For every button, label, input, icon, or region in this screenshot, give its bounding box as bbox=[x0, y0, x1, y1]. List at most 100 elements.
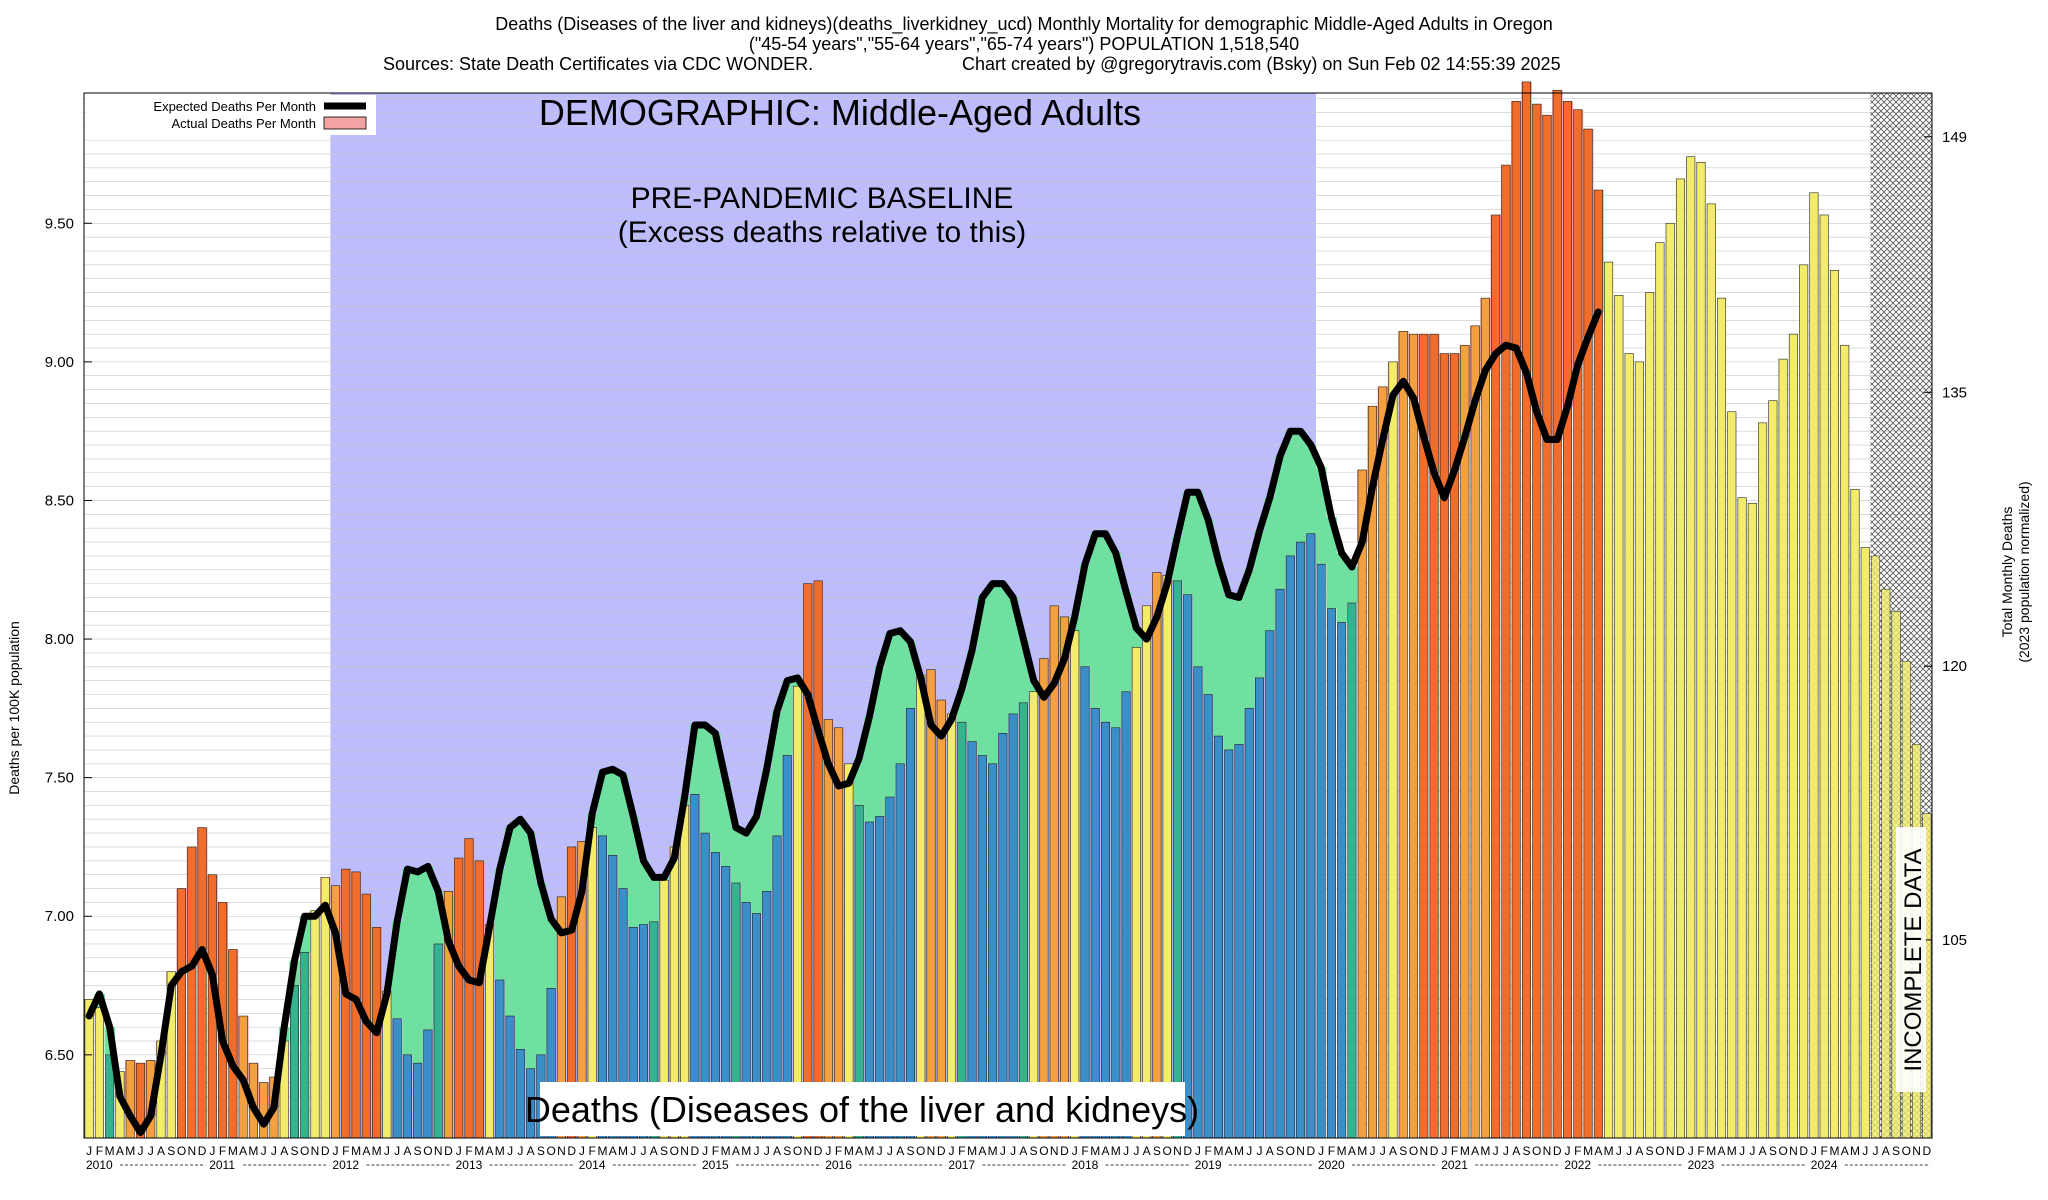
actual-bar bbox=[782, 755, 792, 1139]
x-month-label: J bbox=[517, 1144, 523, 1158]
x-month-label: S bbox=[1522, 1144, 1530, 1158]
deficit-fill bbox=[402, 869, 413, 1055]
x-month-label: J bbox=[887, 1144, 893, 1158]
x-month-label: O bbox=[300, 1144, 309, 1158]
x-month-label: O bbox=[1778, 1144, 1787, 1158]
deficit-fill bbox=[597, 772, 608, 836]
x-year-label: 2019 bbox=[1195, 1158, 1222, 1172]
x-month-label: M bbox=[1583, 1144, 1593, 1158]
deficit-fill bbox=[1182, 492, 1194, 595]
x-month-label: M bbox=[248, 1144, 258, 1158]
x-month-label: O bbox=[1286, 1144, 1295, 1158]
x-month-label: F bbox=[1205, 1144, 1212, 1158]
deficit-fill bbox=[607, 769, 619, 856]
x-month-label: J bbox=[1749, 1144, 1755, 1158]
actual-bar bbox=[1142, 605, 1152, 1139]
x-month-label: S bbox=[906, 1144, 914, 1158]
actual-bar bbox=[1727, 411, 1737, 1139]
x-month-label: S bbox=[1399, 1144, 1407, 1158]
chart-title-block: Deaths (Diseases of the liver and kidney… bbox=[0, 14, 2048, 74]
x-month-label: M bbox=[1480, 1144, 1490, 1158]
y-tick-label: 8.00 bbox=[45, 631, 74, 648]
actual-bar bbox=[1511, 101, 1521, 1139]
x-month-label: A bbox=[773, 1144, 781, 1158]
actual-bar bbox=[1542, 114, 1552, 1139]
y-axis-right: 105 120 135 149 bbox=[1924, 129, 1967, 949]
actual-bar bbox=[1388, 361, 1398, 1139]
x-month-label: M bbox=[474, 1144, 484, 1158]
actual-bar bbox=[1645, 292, 1655, 1139]
actual-bar bbox=[197, 827, 207, 1139]
actual-bar bbox=[1604, 261, 1614, 1139]
x-year-label: 2024 bbox=[1811, 1158, 1838, 1172]
y-tick-label: 9.00 bbox=[45, 354, 74, 371]
actual-bar bbox=[1255, 677, 1265, 1139]
x-month-label: A bbox=[1019, 1144, 1027, 1158]
x-month-label: J bbox=[86, 1144, 92, 1158]
actual-bar bbox=[926, 669, 936, 1139]
actual-bar bbox=[803, 583, 813, 1139]
x-month-label: J bbox=[1626, 1144, 1632, 1158]
x-month-label: D bbox=[567, 1144, 576, 1158]
deficit-fill bbox=[689, 724, 701, 795]
x-year-label: 2023 bbox=[1688, 1158, 1715, 1172]
sources-text: Sources: State Death Certificates via CD… bbox=[383, 54, 814, 74]
y-tick-label: 7.50 bbox=[45, 770, 74, 787]
baseline-label-line-2: (Excess deaths relative to this) bbox=[618, 216, 1027, 249]
x-month-label: J bbox=[261, 1144, 267, 1158]
deficit-fill bbox=[433, 891, 444, 944]
x-month-label: M bbox=[967, 1144, 977, 1158]
deficit-fill bbox=[1008, 597, 1019, 714]
x-month-label: A bbox=[1143, 1144, 1151, 1158]
deficit-fill bbox=[1326, 517, 1337, 609]
x-month-label: F bbox=[1697, 1144, 1704, 1158]
x-month-label: M bbox=[1213, 1144, 1223, 1158]
actual-bar bbox=[228, 949, 238, 1139]
x-year-label: 2013 bbox=[456, 1158, 483, 1172]
actual-bar bbox=[1819, 214, 1829, 1139]
deficit-fill bbox=[854, 758, 865, 806]
deficit-fill bbox=[720, 780, 732, 867]
deficit-fill bbox=[864, 716, 875, 823]
x-month-label: M bbox=[1850, 1144, 1860, 1158]
x-month-label: A bbox=[732, 1144, 740, 1158]
x-month-label: S bbox=[290, 1144, 298, 1158]
x-month-label: N bbox=[803, 1144, 812, 1158]
deficit-fill bbox=[1305, 445, 1317, 534]
x-month-label: M bbox=[741, 1144, 751, 1158]
x-month-label: F bbox=[589, 1144, 596, 1158]
x-month-label: J bbox=[1441, 1144, 1447, 1158]
actual-bar bbox=[1850, 489, 1860, 1139]
actual-bar bbox=[1265, 630, 1275, 1139]
credit-text: Chart created by @gregorytravis.com (Bsk… bbox=[962, 54, 1561, 74]
actual-bar bbox=[1706, 203, 1716, 1139]
deficit-fill bbox=[1120, 591, 1132, 692]
deficit-fill bbox=[1285, 431, 1296, 556]
actual-bar bbox=[1244, 708, 1254, 1139]
x-month-label: N bbox=[1666, 1144, 1675, 1158]
x-month-label: N bbox=[1912, 1144, 1921, 1158]
y-right-tick-label: 135 bbox=[1942, 384, 1967, 401]
x-month-label: S bbox=[1769, 1144, 1777, 1158]
deficit-fill bbox=[771, 711, 783, 836]
x-month-label: F bbox=[96, 1144, 103, 1158]
x-year-label: 2012 bbox=[332, 1158, 359, 1172]
x-month-label: N bbox=[1543, 1144, 1552, 1158]
actual-bar bbox=[1758, 422, 1768, 1139]
actual-bar bbox=[1059, 616, 1069, 1139]
actual-bar bbox=[1809, 192, 1819, 1139]
x-month-label: A bbox=[1718, 1144, 1726, 1158]
actual-bar bbox=[1563, 101, 1573, 1139]
actual-bar bbox=[1193, 666, 1203, 1139]
actual-bar bbox=[1008, 713, 1018, 1139]
x-month-label: D bbox=[1676, 1144, 1685, 1158]
x-month-label: J bbox=[1862, 1144, 1868, 1158]
x-month-label: D bbox=[1430, 1144, 1439, 1158]
actual-bar bbox=[793, 685, 803, 1139]
x-year-label: 2017 bbox=[948, 1158, 975, 1172]
x-month-label: M bbox=[372, 1144, 382, 1158]
actual-bar bbox=[1717, 297, 1727, 1139]
actual-bar bbox=[1881, 588, 1891, 1139]
actual-bar bbox=[1521, 81, 1531, 1139]
